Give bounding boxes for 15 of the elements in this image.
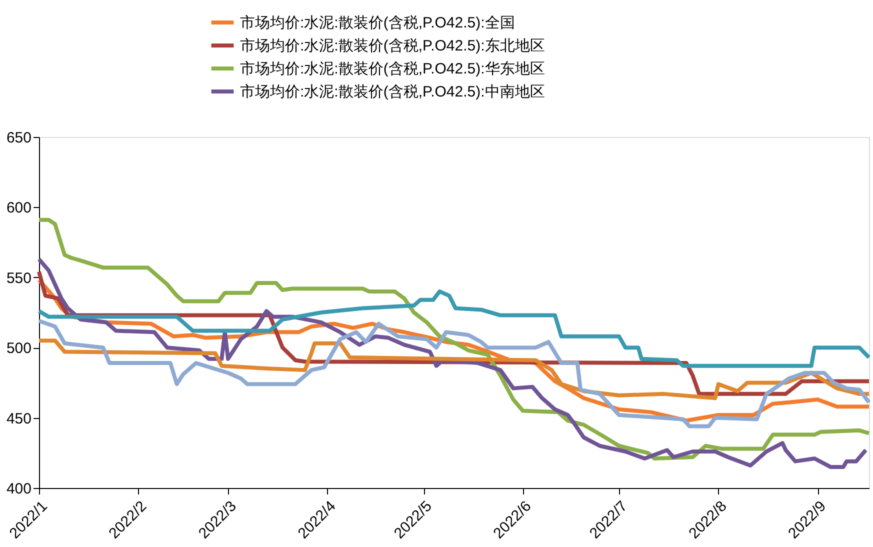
line-series <box>37 257 868 469</box>
line-series <box>37 338 871 400</box>
line-series <box>37 218 871 461</box>
y-tick-label: 450 <box>6 410 32 428</box>
legend-label: 市场均价:水泥:散装价(含税,P.O42.5):华东地区 <box>240 60 545 78</box>
line-series <box>37 289 871 368</box>
y-tick-label: 400 <box>6 480 32 498</box>
legend-label: 市场均价:水泥:散装价(含税,P.O42.5):东北地区 <box>240 38 545 54</box>
y-tick-label: 650 <box>6 130 32 146</box>
y-tick-label: 500 <box>6 340 32 358</box>
legend-label: 市场均价:水泥:散装价(含税,P.O42.5):全国 <box>240 14 515 32</box>
y-tick-label: 550 <box>6 270 32 287</box>
y-tick-label: 600 <box>6 200 32 217</box>
line-series <box>37 318 871 428</box>
legend-label: 市场均价:水泥:散装价(含税,P.O42.5):中南地区 <box>240 84 545 100</box>
